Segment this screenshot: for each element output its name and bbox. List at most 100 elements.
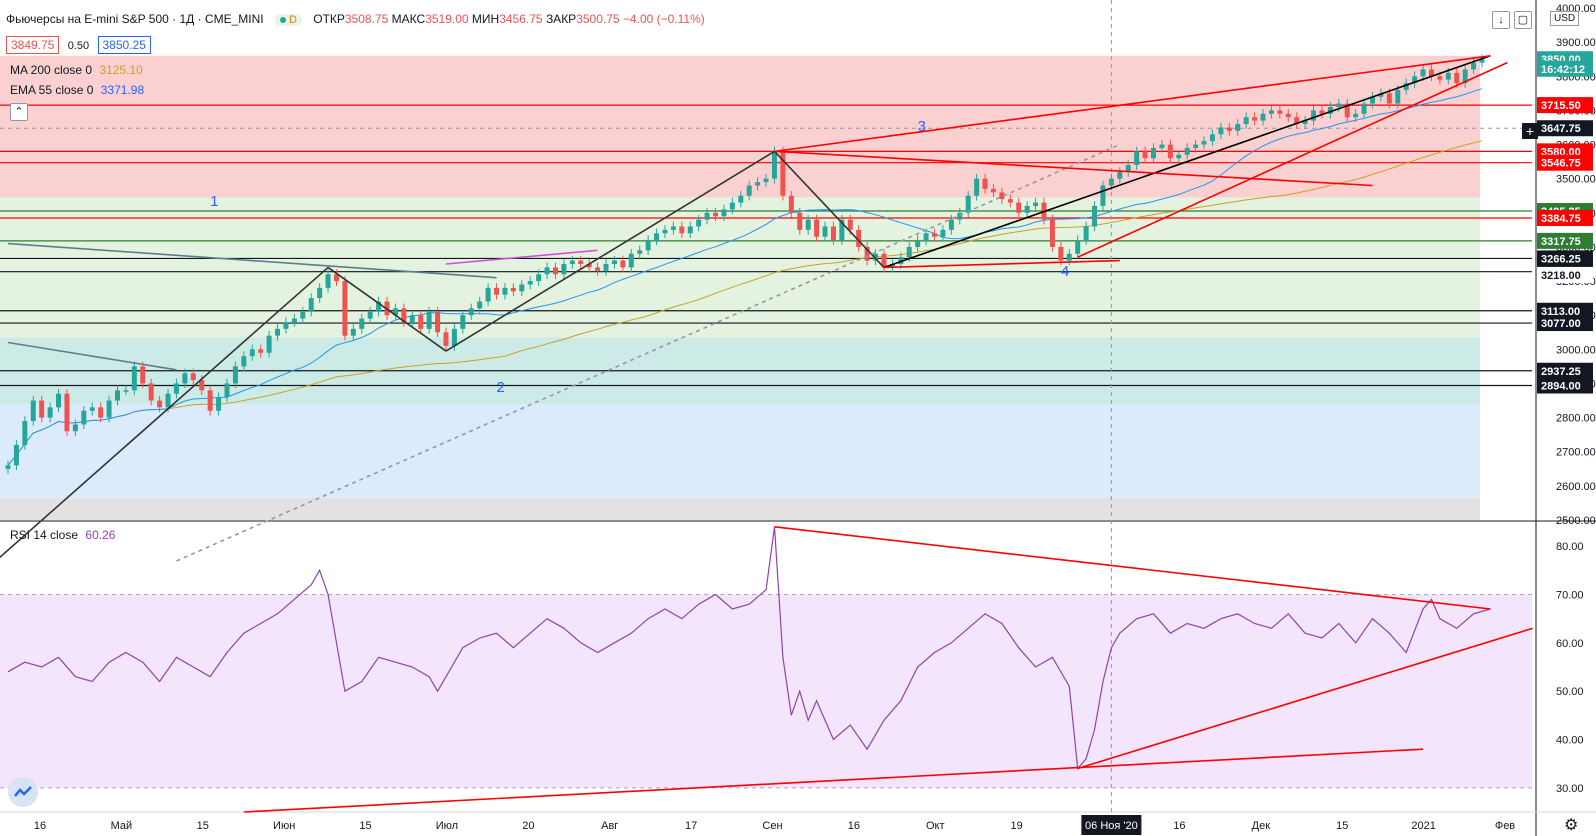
candle-body-92 — [780, 151, 786, 196]
rsi-legend[interactable]: RSI 14 close 60.26 — [10, 528, 116, 542]
candle-body-140 — [1184, 147, 1190, 155]
candle-body-97 — [822, 226, 828, 237]
wave-label-4: 4 — [1061, 263, 1069, 280]
candle-body-25 — [216, 397, 222, 411]
y-tick-13: 2700.00 — [1556, 447, 1596, 459]
x-tick-5: Июл — [436, 820, 458, 832]
price-label-8: 3317.75 — [1541, 236, 1581, 248]
ohlc-change: −4.00 (−0.11%) — [622, 12, 705, 26]
candle-body-1 — [13, 444, 19, 466]
candle-body-65 — [552, 267, 558, 275]
candle-body-139 — [1176, 154, 1182, 159]
indicator-ma200[interactable]: MA 200 close 0 3125.10 — [10, 63, 143, 77]
candle-body-31 — [266, 335, 272, 353]
candle-body-141 — [1193, 144, 1199, 148]
candle-body-158 — [1336, 103, 1342, 107]
ohlc-high: МАКС3519.00 — [391, 12, 469, 26]
candle-body-165 — [1395, 89, 1401, 104]
bid-price[interactable]: 3849.75 — [6, 36, 60, 54]
candle-body-22 — [190, 373, 196, 381]
candle-body-74 — [628, 253, 634, 268]
candle-body-10 — [89, 407, 95, 411]
candle-body-143 — [1209, 134, 1215, 142]
candle-body-163 — [1378, 93, 1384, 97]
candle-body-60 — [510, 287, 516, 292]
candle-body-53 — [451, 328, 457, 346]
candle-body-38 — [325, 274, 331, 288]
trend-wave4 — [773, 150, 885, 268]
candle-body-96 — [814, 219, 820, 237]
candle-body-101 — [856, 229, 862, 247]
candle-body-26 — [224, 383, 230, 398]
candle-body-113 — [957, 212, 963, 220]
candle-body-11 — [98, 407, 104, 418]
candle-body-103 — [873, 253, 879, 261]
collapse-indicators-button[interactable]: ⌃ — [10, 103, 28, 121]
symbol-title[interactable]: Фьючерсы на E-mini S&P 500 · 1Д · CME_MI… — [6, 12, 264, 26]
candle-body-14 — [123, 390, 129, 392]
price-label-15: 2894.00 — [1541, 381, 1581, 393]
candle-body-99 — [839, 219, 845, 241]
indicator-ema55[interactable]: EMA 55 close 0 3371.98 — [10, 83, 145, 97]
candle-body-166 — [1403, 83, 1409, 90]
candle-body-154 — [1302, 120, 1308, 125]
candle-body-174 — [1471, 62, 1477, 70]
candle-body-100 — [847, 219, 853, 230]
y-tick-5: 3500.00 — [1556, 174, 1596, 186]
header-row: Фьючерсы на E-mini S&P 500 · 1Д · CME_MI… — [6, 12, 705, 26]
y-tick-1: 3900.00 — [1556, 37, 1596, 49]
price-label-bg-3 — [1537, 120, 1593, 137]
tradingview-logo-icon[interactable] — [8, 777, 38, 807]
rsi-tick-4: 40.00 — [1556, 735, 1584, 747]
candle-body-88 — [746, 185, 752, 196]
candle-body-127 — [1075, 240, 1081, 254]
candle-body-44 — [376, 301, 382, 312]
candle-body-118 — [999, 192, 1005, 200]
ask-price[interactable]: 3850.25 — [97, 36, 151, 54]
candle-body-70 — [595, 267, 601, 271]
candle-body-142 — [1201, 141, 1207, 145]
candle-body-21 — [182, 373, 188, 384]
candle-body-175 — [1479, 59, 1485, 63]
candle-body-89 — [755, 182, 761, 186]
candle-body-109 — [923, 233, 929, 241]
candle-body-120 — [1016, 202, 1022, 213]
rsi-tick-2: 60.00 — [1556, 638, 1584, 650]
candle-body-68 — [578, 260, 584, 264]
candle-body-159 — [1344, 103, 1350, 118]
candle-body-52 — [443, 332, 449, 346]
spread-value: 0.50 — [67, 40, 90, 52]
rsi-line — [7, 526, 1491, 770]
candle-body-46 — [392, 308, 398, 316]
candle-body-155 — [1311, 110, 1317, 121]
candle-body-0 — [5, 465, 11, 469]
candle-body-148 — [1252, 117, 1258, 121]
candle-body-18 — [157, 400, 163, 408]
candle-body-110 — [932, 233, 938, 237]
candle-body-39 — [333, 274, 339, 282]
candle-body-5 — [47, 407, 53, 418]
price-label-bg-11 — [1537, 266, 1593, 283]
maximize-icon[interactable]: ▢ — [1514, 11, 1532, 29]
currency-badge[interactable]: USD — [1550, 11, 1580, 26]
candle-body-119 — [1007, 199, 1013, 203]
arrow-down-icon[interactable]: ↓ — [1492, 11, 1510, 29]
candle-body-108 — [915, 240, 921, 247]
candle-body-134 — [1134, 151, 1140, 166]
candle-body-30 — [258, 349, 264, 353]
trend-wave5 — [883, 55, 1491, 269]
add-level-icon[interactable]: + — [1522, 123, 1538, 139]
settings-icon[interactable]: ⚙ — [1564, 817, 1579, 834]
candle-body-122 — [1033, 202, 1039, 206]
candle-body-9 — [81, 410, 87, 425]
price-label-9: 3266.25 — [1541, 253, 1581, 265]
candle-body-48 — [409, 315, 415, 323]
candle-body-4 — [39, 400, 45, 418]
candle-body-73 — [620, 260, 626, 268]
candle-body-94 — [797, 212, 803, 230]
trend-wave3 — [445, 150, 775, 352]
candle-body-131 — [1108, 178, 1114, 186]
x-tick-2: 15 — [197, 820, 209, 832]
candle-body-57 — [485, 287, 491, 302]
